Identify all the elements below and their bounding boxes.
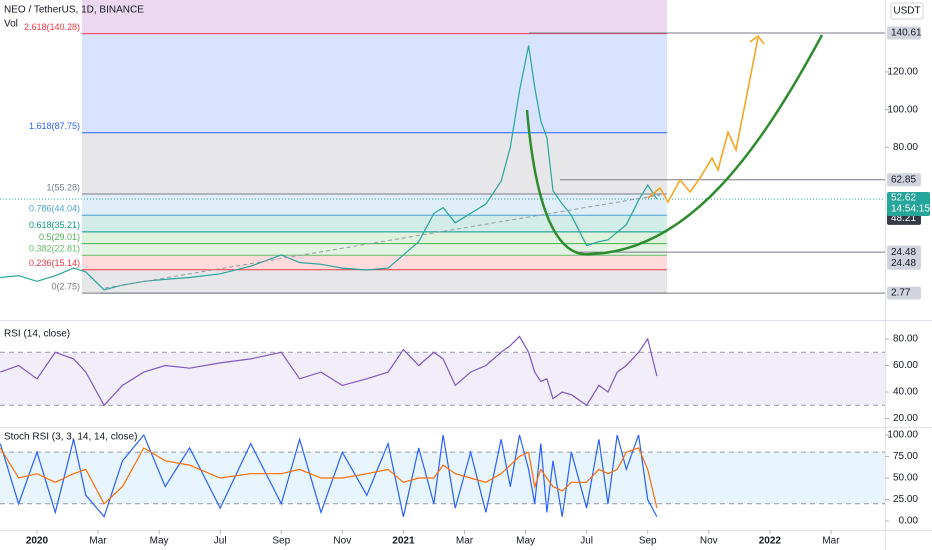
currency-label[interactable]: USDT [893,6,920,17]
fib-label: 1.618(87.75) [29,121,80,131]
x-tick-label: 2020 [26,536,49,547]
y-tick-label: 40.00 [893,387,918,398]
x-tick-label: Sep [272,536,290,547]
countdown-label: 14:54:15 [891,204,930,215]
y-tick-label: 50.00 [893,473,918,484]
main-layer [0,45,658,518]
price-badge [887,256,921,270]
x-tick-label: 2022 [759,536,782,547]
fib-label: 0.5(29.01) [39,232,80,242]
y-tick-label: 80.00 [893,142,918,153]
fib-label: 0.618(35.21) [29,220,80,230]
x-tick-label: Mar [822,536,840,547]
price-badge [887,245,921,259]
fib-label: 0.786(44.04) [29,204,80,214]
x-tick-label: 2021 [392,536,415,547]
fib-zone [82,215,667,232]
last-price-badge [887,192,930,217]
price-badge-label: 2.77 [891,288,911,299]
price-badge [887,286,921,300]
price-badge-label: 24.48 [891,247,916,258]
x-tick-label: May [516,536,535,547]
last-price-label: 52.62 [891,193,916,204]
y-tick-label: 20.00 [893,413,918,424]
trend-line [104,194,661,289]
x-tick-label: Nov [333,536,351,547]
series-line [0,447,658,509]
fib-zone [82,132,667,194]
stoch-title: Stoch RSI (3, 3, 14, 14, close) [4,432,137,443]
fib-label: 0.236(15.14) [29,258,80,268]
band-fill [0,352,885,406]
fib-label: 1(55.28) [46,182,80,192]
fib-zone [82,33,667,133]
y-tick-label: 100.00 [887,104,918,115]
y-tick-label: 80.00 [893,334,918,345]
fib-zone [82,243,667,256]
fib-zone [82,231,667,244]
price-badge-label: 62.85 [891,174,916,185]
fib-zone [82,255,667,270]
y-tick-label: 60.00 [893,360,918,371]
x-tick-label: Mar [456,536,474,547]
fib-label: 0.382(22.81) [29,244,80,254]
price-badge-label: 24.48 [891,258,916,269]
x-tick-label: Nov [700,536,718,547]
fib-zone [82,269,667,294]
price-badge-label: 140.61 [891,28,922,39]
x-tick-label: Jul [580,536,593,547]
cup-drawing [525,34,824,256]
currency-box[interactable] [890,2,924,20]
price-badge [887,26,921,40]
fib-zone [82,194,667,216]
price-badge-label: 48.21 [891,213,916,224]
symbol-title: NEO / TetherUS, 1D, BINANCE [4,5,144,16]
price-badge [887,173,921,187]
x-tick-label: May [150,536,169,547]
band-fill [0,452,885,504]
y-tick-label: 100.00 [887,430,918,441]
background-layer [0,0,885,505]
projection-arrow [647,34,765,204]
y-tick-label: 120.00 [887,67,918,78]
x-tick-label: Mar [89,536,107,547]
series-line [0,433,658,518]
fib-label: 2.618(140.28) [24,22,80,32]
x-tick-label: Sep [639,536,657,547]
rsi-title: RSI (14, close) [4,329,70,340]
x-tick-label: Jul [214,536,227,547]
y-tick-label: 75.00 [893,451,918,462]
volume-label: Vol [4,19,18,30]
fib-label: 0(2.75) [51,281,80,291]
series-line [0,335,658,407]
y-tick-label: 0.00 [899,516,919,527]
y-tick-label: 25.00 [893,494,918,505]
fib-zone-top [82,0,667,34]
